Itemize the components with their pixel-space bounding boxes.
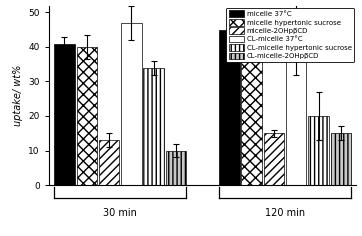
Bar xyxy=(331,133,351,185)
Text: 30 min: 30 min xyxy=(103,208,137,218)
Bar xyxy=(219,30,240,185)
Y-axis label: uptake/ wt%: uptake/ wt% xyxy=(13,65,23,126)
Bar xyxy=(264,133,284,185)
Bar xyxy=(121,23,142,185)
Bar xyxy=(76,47,97,185)
Bar xyxy=(166,151,186,185)
Text: 120 min: 120 min xyxy=(265,208,305,218)
Bar xyxy=(308,116,329,185)
Bar xyxy=(143,68,164,185)
Bar xyxy=(286,37,307,185)
Bar xyxy=(241,40,262,185)
Bar xyxy=(54,43,75,185)
Legend: micelle 37°C, micelle hypertonic sucrose, micelle-2OHpβCD, CL-micelle 37°C, CL-m: micelle 37°C, micelle hypertonic sucrose… xyxy=(226,8,354,62)
Bar xyxy=(99,140,119,185)
